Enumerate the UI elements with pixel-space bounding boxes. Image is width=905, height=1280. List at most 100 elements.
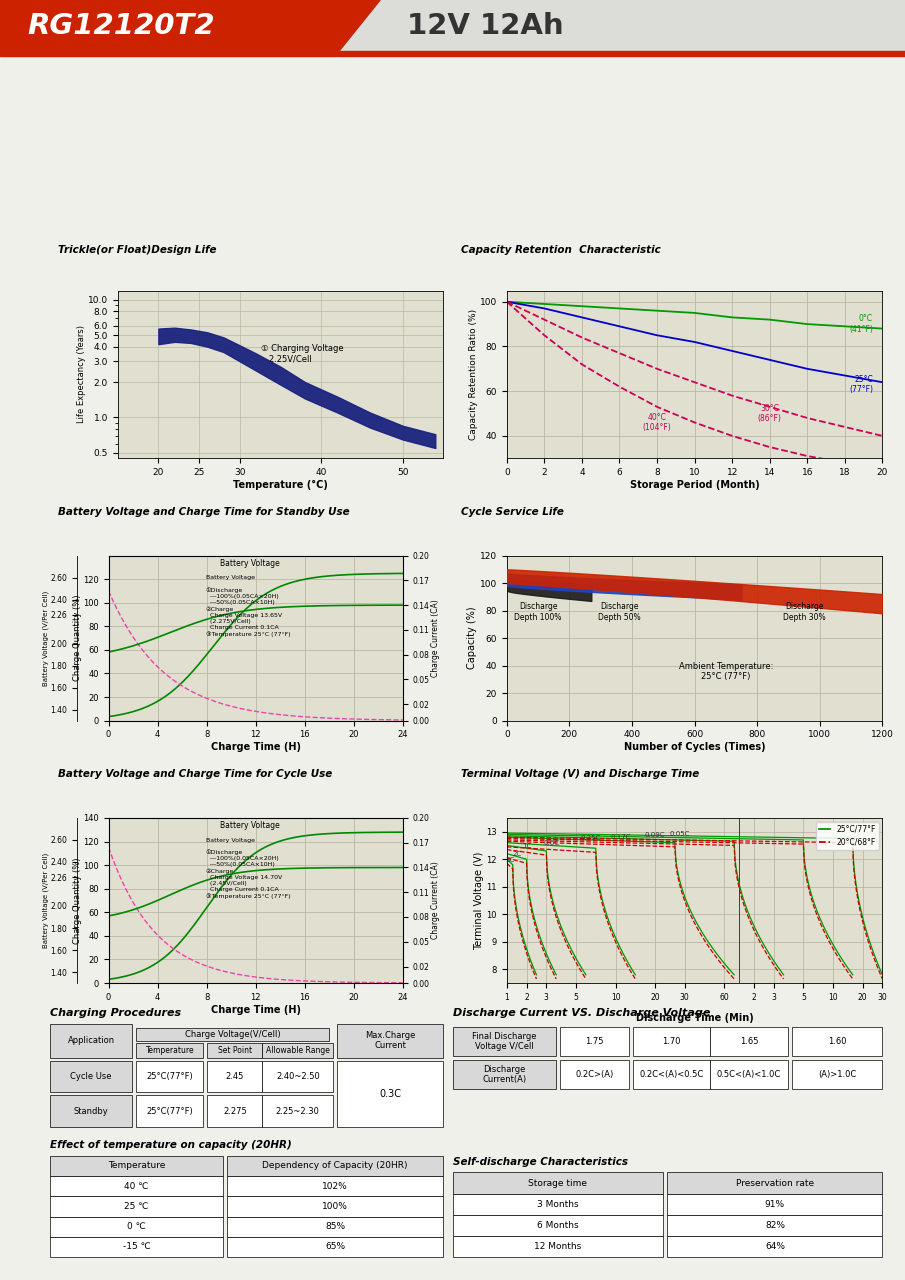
Text: (A)>1.0C: (A)>1.0C [818, 1070, 856, 1079]
Text: 1.75: 1.75 [586, 1037, 604, 1046]
X-axis label: Charge Time (H): Charge Time (H) [211, 742, 300, 753]
Text: 0.17C: 0.17C [610, 833, 631, 840]
Text: Battery Voltage and Charge Time for Cycle Use: Battery Voltage and Charge Time for Cycl… [58, 769, 332, 780]
Y-axis label: Charge Quantity (%): Charge Quantity (%) [72, 595, 81, 681]
Text: 3 Months: 3 Months [537, 1199, 578, 1208]
Text: 102%: 102% [322, 1181, 348, 1190]
Y-axis label: Capacity (%): Capacity (%) [467, 607, 477, 669]
Text: Discharge Current VS. Discharge Voltage: Discharge Current VS. Discharge Voltage [452, 1009, 710, 1018]
X-axis label: Storage Period (Month): Storage Period (Month) [630, 480, 759, 490]
Text: Ambient Temperature:
25°C (77°F): Ambient Temperature: 25°C (77°F) [679, 662, 773, 681]
Text: Cycle Service Life: Cycle Service Life [462, 507, 564, 517]
X-axis label: Number of Cycles (Times): Number of Cycles (Times) [624, 742, 766, 753]
FancyBboxPatch shape [338, 1024, 443, 1057]
FancyBboxPatch shape [227, 1216, 443, 1236]
Text: 0.09C: 0.09C [644, 832, 665, 838]
Text: 64%: 64% [765, 1242, 785, 1251]
FancyBboxPatch shape [452, 1027, 556, 1056]
FancyBboxPatch shape [452, 1060, 556, 1089]
FancyBboxPatch shape [207, 1043, 262, 1057]
FancyBboxPatch shape [452, 1172, 663, 1193]
Text: Cycle Use: Cycle Use [71, 1071, 112, 1082]
FancyBboxPatch shape [668, 1236, 882, 1257]
Text: 25°C(77°F): 25°C(77°F) [147, 1071, 194, 1082]
Text: Battery Voltage

①Discharge
  ―100%(0.05CA×20H)
  ―50%(0.05CA×10H)
②Charge
  Cha: Battery Voltage ①Discharge ―100%(0.05CA×… [205, 837, 291, 899]
Text: 12V 12Ah: 12V 12Ah [407, 12, 564, 40]
FancyBboxPatch shape [50, 1176, 223, 1197]
Text: 0°C
(41°F): 0°C (41°F) [849, 315, 873, 334]
FancyBboxPatch shape [262, 1043, 333, 1057]
Text: 0.3C: 0.3C [379, 1089, 401, 1098]
Text: 91%: 91% [765, 1199, 785, 1208]
Text: Standby: Standby [73, 1107, 109, 1116]
FancyBboxPatch shape [452, 1215, 663, 1236]
FancyBboxPatch shape [50, 1096, 132, 1126]
FancyBboxPatch shape [227, 1236, 443, 1257]
FancyBboxPatch shape [560, 1027, 629, 1056]
Text: Battery Voltage: Battery Voltage [221, 822, 281, 831]
Text: Charging Procedures: Charging Procedures [50, 1009, 181, 1018]
Text: Trickle(or Float)Design Life: Trickle(or Float)Design Life [58, 244, 216, 255]
Text: Allowable Range: Allowable Range [266, 1046, 329, 1055]
FancyBboxPatch shape [668, 1172, 882, 1193]
Text: 6 Months: 6 Months [537, 1221, 578, 1230]
Text: Capacity Retention  Characteristic: Capacity Retention Characteristic [462, 244, 661, 255]
Text: 1.65: 1.65 [740, 1037, 758, 1046]
FancyBboxPatch shape [262, 1096, 333, 1126]
FancyBboxPatch shape [137, 1061, 204, 1092]
Text: Temperature: Temperature [146, 1046, 195, 1055]
X-axis label: Discharge Time (Min): Discharge Time (Min) [635, 1012, 754, 1023]
Text: Discharge
Depth 50%: Discharge Depth 50% [598, 603, 641, 622]
Text: 25 ℃: 25 ℃ [124, 1202, 148, 1211]
Y-axis label: Charge Quantity (%): Charge Quantity (%) [72, 858, 81, 943]
Text: 0.25C: 0.25C [581, 835, 601, 841]
FancyBboxPatch shape [634, 1027, 710, 1056]
Y-axis label: Charge Current (CA): Charge Current (CA) [431, 599, 440, 677]
Text: 1C: 1C [522, 844, 531, 849]
Text: 2.45: 2.45 [225, 1071, 244, 1082]
FancyBboxPatch shape [452, 1236, 663, 1257]
Y-axis label: Capacity Retention Ratio (%): Capacity Retention Ratio (%) [470, 308, 479, 440]
FancyBboxPatch shape [634, 1060, 710, 1089]
FancyBboxPatch shape [137, 1043, 204, 1057]
FancyBboxPatch shape [227, 1197, 443, 1216]
Text: 65%: 65% [325, 1243, 345, 1252]
Text: 3C: 3C [505, 856, 514, 863]
Text: Preservation rate: Preservation rate [736, 1179, 814, 1188]
FancyBboxPatch shape [207, 1061, 262, 1092]
Text: Discharge
Depth 100%: Discharge Depth 100% [514, 603, 562, 622]
Text: 0.6C: 0.6C [543, 841, 559, 846]
Text: Max.Charge
Current: Max.Charge Current [365, 1032, 415, 1051]
Text: 2C: 2C [512, 851, 521, 858]
Text: 85%: 85% [325, 1222, 345, 1231]
Text: 2.40~2.50: 2.40~2.50 [276, 1071, 319, 1082]
Text: Battery Voltage: Battery Voltage [221, 559, 281, 568]
FancyBboxPatch shape [668, 1193, 882, 1215]
FancyBboxPatch shape [137, 1096, 204, 1126]
Text: 2.25~2.30: 2.25~2.30 [276, 1107, 319, 1116]
Y-axis label: Battery Voltage (V/Per Cell): Battery Voltage (V/Per Cell) [43, 852, 49, 948]
FancyBboxPatch shape [50, 1061, 132, 1092]
Y-axis label: Life Expectancy (Years): Life Expectancy (Years) [78, 325, 86, 424]
Text: 0.2C<(A)<0.5C: 0.2C<(A)<0.5C [640, 1070, 704, 1079]
Text: 25°C(77°F): 25°C(77°F) [147, 1107, 194, 1116]
Y-axis label: Charge Current (CA): Charge Current (CA) [431, 861, 440, 940]
X-axis label: Charge Time (H): Charge Time (H) [211, 1005, 300, 1015]
Text: 1.60: 1.60 [828, 1037, 846, 1046]
Text: 40 ℃: 40 ℃ [124, 1181, 148, 1190]
Text: Battery Voltage

①Discharge
  ―100%(0.05CA×20H)
  ―50%(0.05CA×10H)
②Charge
  Cha: Battery Voltage ①Discharge ―100%(0.05CA×… [205, 575, 291, 636]
Text: 0.05C: 0.05C [670, 831, 690, 837]
Text: 12 Months: 12 Months [534, 1242, 581, 1251]
Text: 0.2C>(A): 0.2C>(A) [576, 1070, 614, 1079]
Text: 25°C
(77°F): 25°C (77°F) [849, 375, 873, 394]
Bar [0, 51, 905, 56]
Text: Effect of temperature on capacity (20HR): Effect of temperature on capacity (20HR) [50, 1140, 291, 1149]
Legend: 25°C/77°F, 20°C/68°F: 25°C/77°F, 20°C/68°F [815, 822, 879, 850]
FancyBboxPatch shape [338, 1061, 443, 1126]
FancyBboxPatch shape [262, 1061, 333, 1092]
Text: Final Discharge
Voltage V/Cell: Final Discharge Voltage V/Cell [472, 1032, 537, 1051]
FancyBboxPatch shape [50, 1156, 223, 1176]
X-axis label: Temperature (°C): Temperature (°C) [233, 480, 328, 490]
Text: RG12120T2: RG12120T2 [27, 12, 214, 40]
Text: 82%: 82% [765, 1221, 785, 1230]
